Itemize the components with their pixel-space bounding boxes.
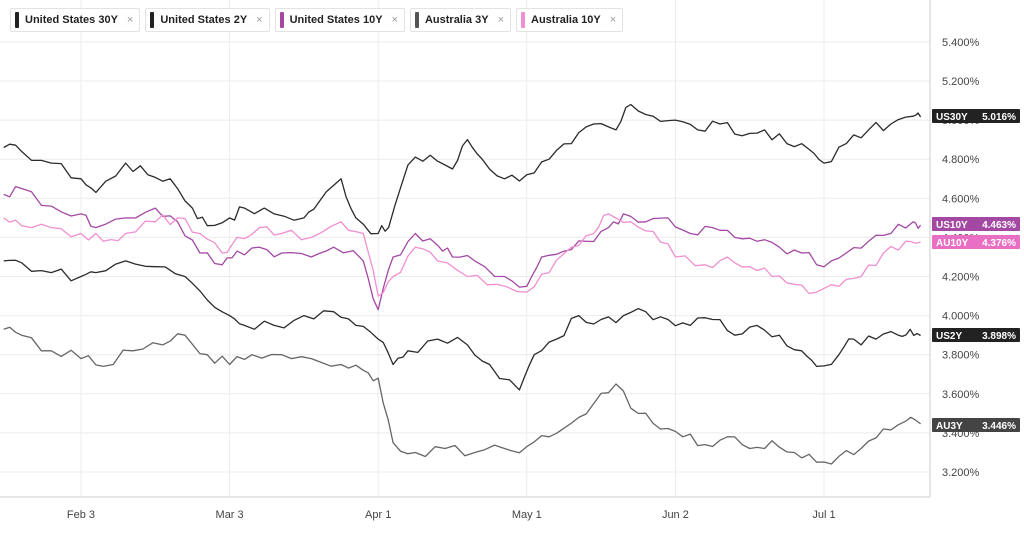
legend-chip[interactable]: Australia 10Y × bbox=[516, 8, 624, 32]
x-tick-label: Jun 2 bbox=[662, 509, 689, 521]
legend-chip[interactable]: Australia 3Y × bbox=[409, 8, 511, 32]
last-value-tag bbox=[932, 328, 1020, 342]
y-tick-label: 4.600% bbox=[942, 193, 980, 205]
series-line bbox=[3, 259, 921, 391]
x-tick-label: May 1 bbox=[512, 509, 542, 521]
legend-chip[interactable]: United States 2Y × bbox=[145, 8, 270, 32]
last-value-tag bbox=[932, 109, 1020, 123]
legend-swatch bbox=[521, 12, 525, 28]
tag-symbol: US10Y bbox=[936, 220, 968, 231]
tag-value: 3.898% bbox=[982, 331, 1016, 342]
x-tick-label: Mar 3 bbox=[216, 509, 244, 521]
x-tick-label: Jul 1 bbox=[812, 509, 835, 521]
x-tick-label: Apr 1 bbox=[365, 509, 391, 521]
legend-swatch bbox=[15, 12, 19, 28]
series-line bbox=[3, 103, 922, 235]
tag-value: 5.016% bbox=[982, 112, 1016, 123]
y-tick-label: 3.800% bbox=[942, 350, 980, 362]
y-tick-label: 4.000% bbox=[942, 311, 980, 323]
close-icon[interactable]: × bbox=[609, 14, 617, 26]
series-line bbox=[3, 213, 921, 297]
legend-swatch bbox=[414, 12, 419, 28]
legend-swatch bbox=[279, 12, 284, 28]
series-line bbox=[3, 185, 922, 311]
tag-symbol: US2Y bbox=[936, 331, 962, 342]
legend-label: Australia 3Y bbox=[424, 14, 489, 26]
y-tick-label: 5.200% bbox=[942, 76, 980, 88]
legend-label: United States 2Y bbox=[160, 14, 248, 26]
legend-chip[interactable]: United States 30Y × bbox=[10, 8, 141, 32]
y-tick-label: 3.200% bbox=[942, 467, 980, 479]
legend-label: Australia 10Y bbox=[531, 14, 601, 26]
tag-value: 3.446% bbox=[982, 421, 1016, 432]
y-tick-label: 4.200% bbox=[942, 272, 980, 284]
legend: United States 30Y × United States 2Y × Unite… bbox=[10, 8, 624, 34]
x-tick-label: Feb 3 bbox=[67, 509, 95, 521]
legend-label: United States 30Y bbox=[25, 14, 118, 26]
tag-value: 4.376% bbox=[982, 238, 1016, 249]
last-value-tag bbox=[932, 235, 1020, 249]
close-icon[interactable]: × bbox=[126, 14, 134, 26]
close-icon[interactable]: × bbox=[256, 14, 263, 26]
y-tick-label: 5.400% bbox=[942, 37, 980, 49]
legend-swatch bbox=[150, 12, 155, 28]
series-line bbox=[3, 326, 921, 465]
last-value-tag bbox=[932, 217, 1020, 231]
legend-label: United States 10Y bbox=[289, 14, 383, 26]
last-value-tag bbox=[932, 418, 1020, 432]
tag-symbol: US30Y bbox=[936, 112, 968, 123]
tag-symbol: AU3Y bbox=[936, 421, 963, 432]
close-icon[interactable]: × bbox=[391, 14, 398, 26]
tag-symbol: AU10Y bbox=[936, 238, 969, 249]
close-icon[interactable]: × bbox=[497, 14, 504, 26]
legend-chip[interactable]: United States 10Y × bbox=[274, 8, 405, 32]
tag-value: 4.463% bbox=[982, 220, 1016, 231]
y-tick-label: 4.800% bbox=[942, 154, 980, 166]
y-tick-label: 3.600% bbox=[942, 389, 980, 401]
